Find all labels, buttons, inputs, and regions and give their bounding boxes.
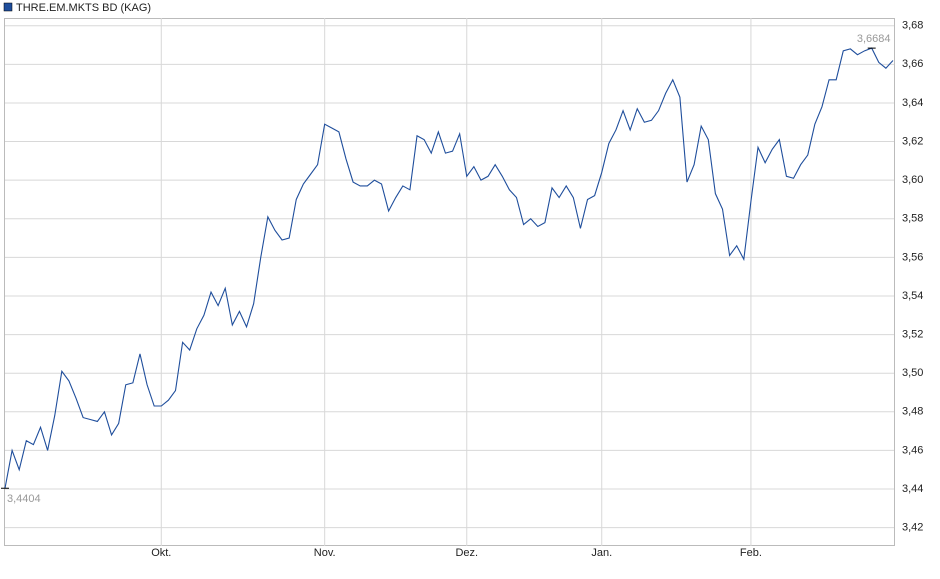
y-tick-label: 3,44	[902, 483, 923, 495]
x-tick-label: Nov.	[314, 547, 336, 559]
y-tick-label: 3,58	[902, 213, 923, 225]
value-label: 3,6684	[857, 33, 891, 45]
y-tick-label: 3,64	[902, 97, 923, 109]
y-tick-label: 3,52	[902, 328, 923, 340]
plot-frame	[4, 18, 895, 546]
x-tick-label: Okt.	[151, 547, 171, 559]
price-line	[4, 47, 894, 489]
y-tick-label: 3,68	[902, 20, 923, 32]
value-label: 3,4404	[7, 493, 41, 505]
x-tick-label: Jan.	[591, 547, 612, 559]
y-tick-label: 3,62	[902, 135, 923, 147]
legend-label: THRE.EM.MKTS BD (KAG)	[16, 2, 151, 14]
y-tick-label: 3,50	[902, 367, 923, 379]
legend-swatch	[3, 2, 13, 12]
y-tick-label: 3,66	[902, 58, 923, 70]
y-tick-label: 3,54	[902, 290, 923, 302]
y-tick-label: 3,46	[902, 444, 923, 456]
y-tick-label: 3,42	[902, 522, 923, 534]
y-tick-label: 3,60	[902, 174, 923, 186]
x-tick-label: Feb.	[740, 547, 762, 559]
y-tick-label: 3,48	[902, 406, 923, 418]
y-tick-label: 3,56	[902, 251, 923, 263]
x-tick-label: Dez.	[455, 547, 478, 559]
